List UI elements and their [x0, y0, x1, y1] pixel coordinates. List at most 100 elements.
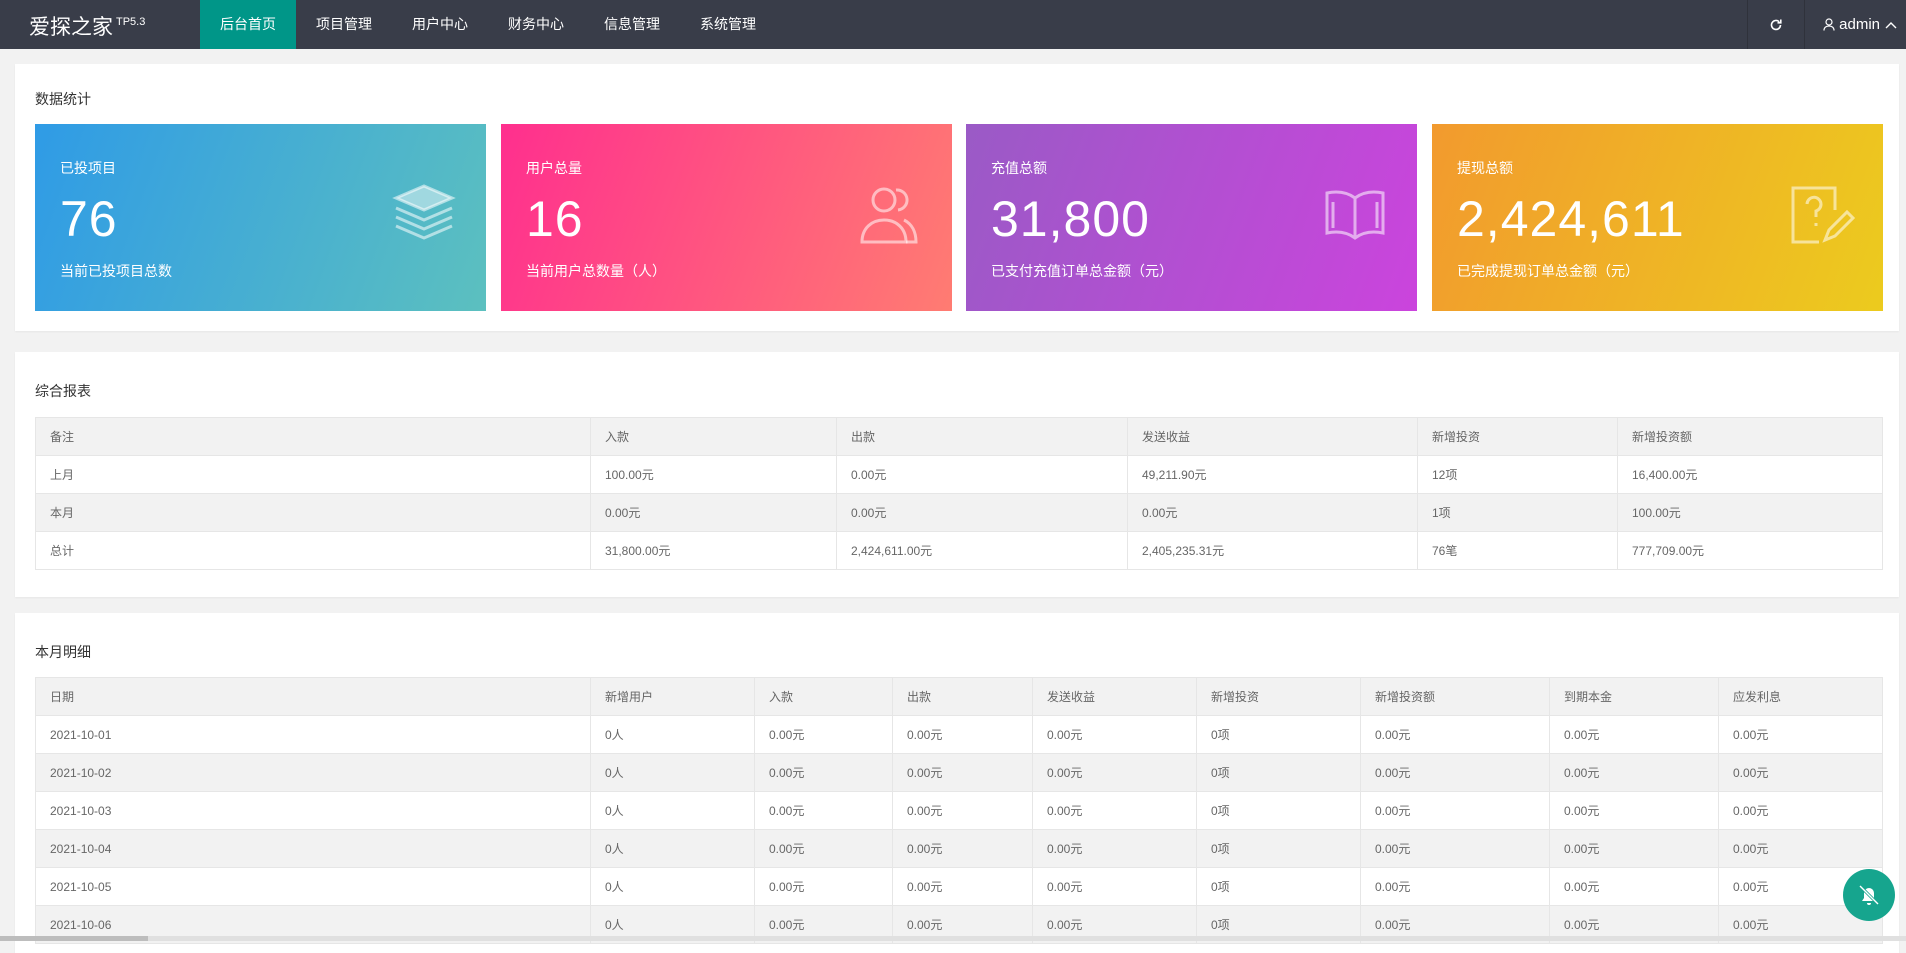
scrollbar — [0, 936, 1906, 941]
table-row: 总计 31,800.00元 2,424,611.00元 2,405,235.31元 76… — [35, 531, 1883, 570]
cell: 0人 — [590, 829, 755, 868]
cell: 0.00元 — [754, 867, 893, 906]
header-row: 日期 新增用户 入款 出款 发送收益 新增投资 新增投资额 到期本金 应发利息 — [35, 677, 1883, 716]
table-row: 2021-10-02 0人 0.00元 0.00元 0.00元 0项 0.00元 0.00元 0… — [35, 753, 1883, 792]
cell: 0人 — [590, 791, 755, 830]
column-header: 入款 — [754, 677, 893, 716]
column-header: 出款 — [836, 417, 1128, 456]
stats-card: 数据统计 已投项目 76 当前已投项目总数 用户总量 16 当前用户总数量（人） 充值总额 3… — [15, 64, 1899, 331]
nav-item[interactable]: 信息管理 — [604, 16, 660, 32]
stat-desc: 已完成提现订单总金额（元） — [1457, 263, 1639, 279]
nav-item[interactable]: 财务中心 — [508, 16, 564, 32]
report-card: 综合报表 备注 入款 出款 发送收益 新增投资 新增投资额 上月 100.00元 0.00元 49… — [15, 352, 1899, 597]
nav-item[interactable]: 系统管理 — [700, 16, 756, 32]
cell: 2021-10-01 — [35, 715, 591, 754]
cell: 0.00元 — [892, 867, 1033, 906]
column-header: 发送收益 — [1032, 677, 1197, 716]
stat-label: 已投项目 — [60, 160, 116, 176]
user-menu[interactable]: admin — [1805, 0, 1906, 49]
cell: 0.00元 — [1360, 753, 1550, 792]
header-row: 备注 入款 出款 发送收益 新增投资 新增投资额 — [35, 417, 1883, 456]
nav-item[interactable]: 用户中心 — [412, 16, 468, 32]
stat-desc: 已支付充值订单总金额（元） — [991, 263, 1173, 279]
stat-card: 充值总额 31,800 已支付充值订单总金额（元） — [966, 124, 1417, 311]
user-icon — [1823, 18, 1835, 31]
cell: 2021-10-05 — [35, 867, 591, 906]
cell: 0.00元 — [1718, 753, 1883, 792]
stat-value: 31,800 — [991, 191, 1150, 247]
table-row: 2021-10-05 0人 0.00元 0.00元 0.00元 0项 0.00元 0.00元 0… — [35, 867, 1883, 906]
table-head: 备注 入款 出款 发送收益 新增投资 新增投资额 — [35, 417, 1883, 456]
stat-card: 提现总额 2,424,611 已完成提现订单总金额（元） — [1432, 124, 1883, 311]
cell: 2021-10-03 — [35, 791, 591, 830]
cell: 0.00元 — [754, 715, 893, 754]
nav-item[interactable]: 项目管理 — [316, 16, 372, 32]
report-table: 备注 入款 出款 发送收益 新增投资 新增投资额 上月 100.00元 0.00元 49,211.… — [35, 417, 1883, 570]
stat-icon — [1325, 190, 1385, 240]
cell: 0.00元 — [754, 791, 893, 830]
cell: 2,405,235.31元 — [1127, 531, 1418, 570]
cell: 0.00元 — [1549, 753, 1719, 792]
top-bar: 爱探之家 TP5.3 后台首页 项目管理 用户中心 财务中心 信息管理 系统管理 admin — [0, 0, 1906, 49]
column-header: 新增投资额 — [1360, 677, 1550, 716]
column-header: 出款 — [892, 677, 1033, 716]
table-row: 2021-10-01 0人 0.00元 0.00元 0.00元 0项 0.00元 0.00元 0… — [35, 715, 1883, 754]
column-header: 日期 — [35, 677, 591, 716]
caret — [1885, 21, 1897, 28]
cell: 0.00元 — [1549, 829, 1719, 868]
nav-item[interactable]: 后台首页 — [200, 0, 296, 49]
stat-label: 用户总量 — [526, 160, 582, 176]
card-title: 本月明细 — [35, 644, 91, 660]
cell: 0.00元 — [754, 753, 893, 792]
logo-text: 爱探之家 — [29, 16, 113, 39]
cell: 100.00元 — [1617, 493, 1883, 532]
cell: 1项 — [1417, 493, 1618, 532]
stat-value: 2,424,611 — [1457, 191, 1685, 247]
column-header: 备注 — [35, 417, 591, 456]
cell: 0项 — [1196, 791, 1361, 830]
cell: 0.00元 — [1032, 715, 1197, 754]
cell: 0.00元 — [590, 493, 837, 532]
notification-button[interactable] — [1843, 869, 1895, 921]
stat-label: 充值总额 — [991, 160, 1047, 176]
cell: 0.00元 — [1032, 867, 1197, 906]
cell: 0.00元 — [836, 493, 1128, 532]
refresh-icon — [1770, 19, 1782, 30]
cell: 0.00元 — [892, 791, 1033, 830]
user-name: admin — [1839, 16, 1880, 33]
stat-icon — [860, 187, 918, 244]
cell: 0.00元 — [1032, 791, 1197, 830]
table-body: 上月 100.00元 0.00元 49,211.90元 12项 16,400.00元 本月 0… — [35, 455, 1883, 570]
stat-label: 提现总额 — [1457, 160, 1513, 176]
cell: 0.00元 — [1718, 829, 1883, 868]
cell: 0人 — [590, 867, 755, 906]
stat-desc: 当前已投项目总数 — [60, 263, 172, 279]
cell: 0.00元 — [836, 455, 1128, 494]
stat-card: 已投项目 76 当前已投项目总数 — [35, 124, 486, 311]
cell: 0.00元 — [892, 753, 1033, 792]
top-right: admin — [1747, 0, 1906, 49]
cell: 0项 — [1196, 753, 1361, 792]
cell: 0.00元 — [1549, 715, 1719, 754]
column-header: 新增投资 — [1196, 677, 1361, 716]
column-header: 发送收益 — [1127, 417, 1418, 456]
refresh-button[interactable] — [1747, 0, 1806, 49]
stat-value: 76 — [60, 191, 118, 247]
cell: 2021-10-02 — [35, 753, 591, 792]
table-row: 上月 100.00元 0.00元 49,211.90元 12项 16,400.00元 — [35, 455, 1883, 494]
cell: 0.00元 — [1360, 867, 1550, 906]
cell: 0.00元 — [1360, 829, 1550, 868]
monthly-table: 日期 新增用户 入款 出款 发送收益 新增投资 新增投资额 到期本金 应发利息 2021-10-0… — [35, 677, 1883, 944]
cell: 12项 — [1417, 455, 1618, 494]
cell: 0.00元 — [1127, 493, 1418, 532]
scroll-thumb[interactable] — [0, 936, 148, 941]
column-header: 入款 — [590, 417, 837, 456]
cell: 总计 — [35, 531, 591, 570]
cell: 上月 — [35, 455, 591, 494]
cell: 2021-10-04 — [35, 829, 591, 868]
cell: 0项 — [1196, 829, 1361, 868]
cell: 31,800.00元 — [590, 531, 837, 570]
column-header: 新增用户 — [590, 677, 755, 716]
